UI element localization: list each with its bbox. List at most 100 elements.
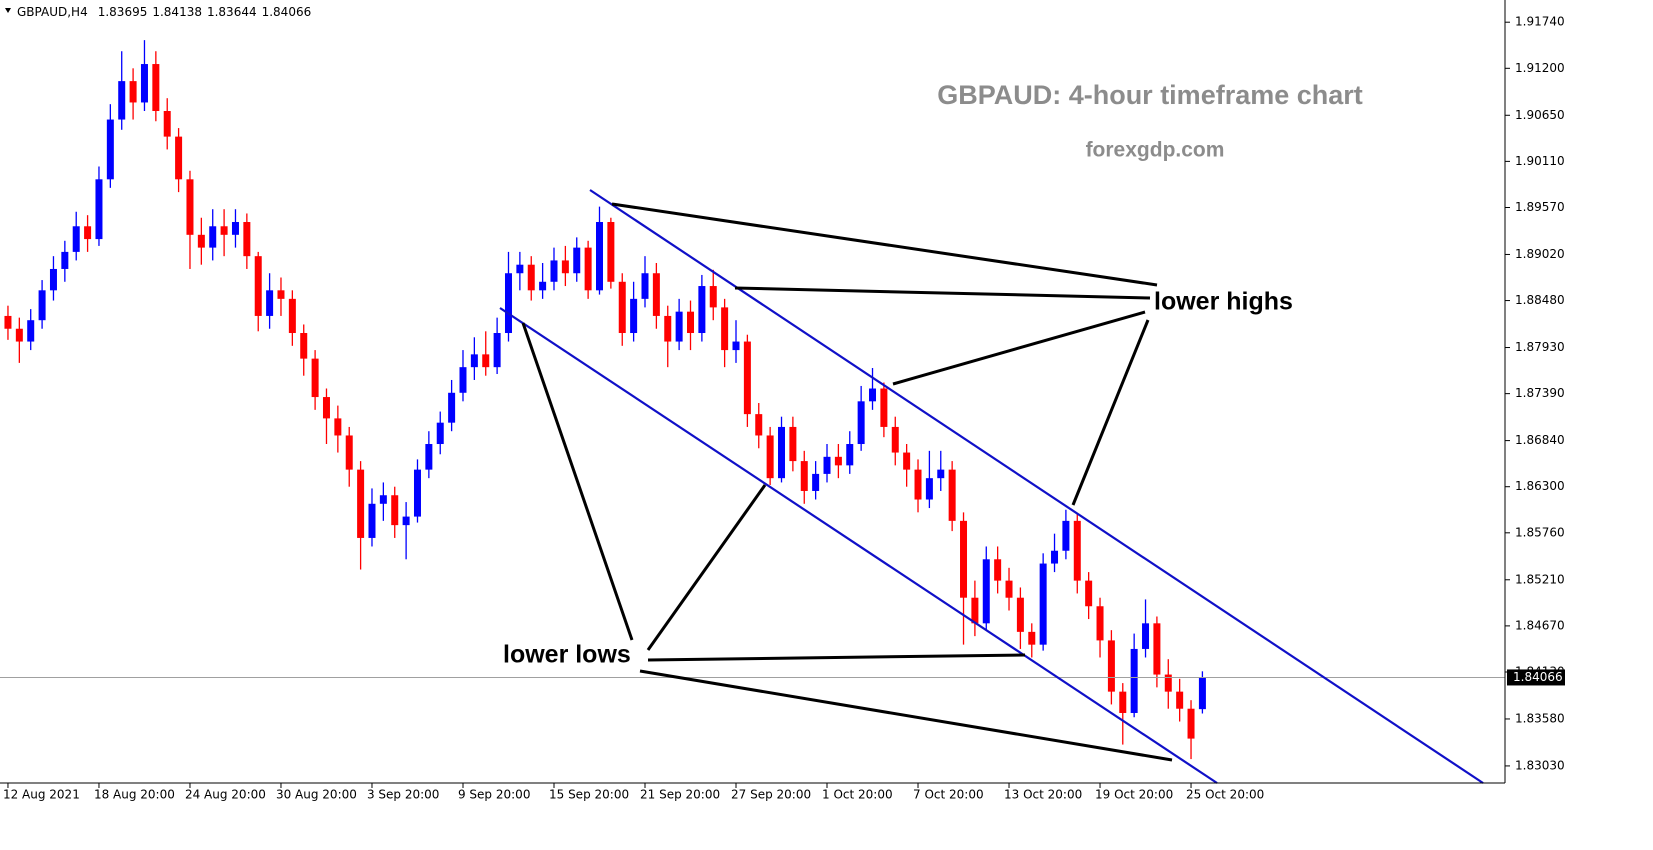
candle-body	[1130, 648, 1138, 713]
candle-body	[550, 260, 558, 282]
candle-body	[937, 469, 945, 479]
candle-body	[288, 298, 296, 334]
candle-body	[584, 247, 592, 291]
candle-body	[254, 256, 262, 316]
candle-body	[72, 226, 80, 252]
menu-arrow[interactable]	[5, 8, 11, 13]
candle-body	[470, 354, 478, 368]
y-tick-label: 1.89570	[1515, 200, 1565, 214]
candle-body	[755, 414, 763, 436]
y-tick-label: 1.85760	[1515, 525, 1565, 539]
header-close: 1.84066	[262, 5, 312, 19]
candle-body	[595, 222, 603, 291]
candle-body	[641, 273, 649, 299]
x-tick-label: 7 Oct 20:00	[913, 788, 984, 802]
candle-body	[504, 273, 512, 334]
candle-body	[243, 222, 251, 257]
candle-body	[857, 401, 865, 445]
candle-body	[209, 226, 217, 248]
candle-body	[812, 473, 820, 491]
candle-body	[789, 426, 797, 462]
x-tick-label: 18 Aug 20:00	[94, 788, 175, 802]
candle-body	[527, 264, 535, 291]
y-tick-label: 1.87930	[1515, 340, 1565, 354]
pointer-line	[646, 484, 767, 651]
channel-line	[499, 307, 1218, 784]
candle-body	[1096, 606, 1104, 641]
y-tick-label: 1.91740	[1515, 15, 1565, 29]
candle-body	[516, 264, 524, 274]
y-tick-label: 1.87390	[1515, 386, 1565, 400]
candle-body	[152, 64, 160, 112]
candle-body	[687, 311, 695, 334]
candle-body	[1187, 708, 1195, 739]
candle-body	[630, 298, 638, 334]
x-tick-label: 19 Oct 20:00	[1095, 788, 1173, 802]
header-open: 1.83695	[98, 5, 148, 19]
candle-body	[869, 388, 877, 402]
drawings	[499, 189, 1484, 784]
candle-body	[948, 469, 956, 521]
y-tick-label: 1.85210	[1515, 572, 1565, 586]
pointer-line	[734, 286, 1151, 300]
y-tick-label: 1.89020	[1515, 247, 1565, 261]
x-tick-label: 30 Aug 20:00	[276, 788, 357, 802]
pointer-line	[611, 202, 1158, 287]
candle-body	[402, 516, 410, 526]
candle-body	[1016, 597, 1024, 632]
candle-body	[1062, 520, 1070, 551]
candle-body	[322, 397, 330, 419]
pointer-line	[892, 310, 1146, 386]
candle-body	[357, 469, 365, 538]
candle-body	[84, 226, 92, 240]
candle-body	[721, 307, 729, 351]
y-tick-label: 1.86300	[1515, 479, 1565, 493]
candle-body	[4, 315, 12, 329]
candle-body	[118, 81, 126, 120]
x-tick-label: 12 Aug 2021	[3, 788, 80, 802]
candle-body	[300, 333, 308, 359]
candle-body	[1198, 677, 1206, 710]
annotation: lower highs	[1154, 288, 1293, 316]
y-tick-label: 1.84670	[1515, 618, 1565, 632]
chart-subtitle: forexgdp.com	[1086, 139, 1225, 162]
candle-body	[436, 422, 444, 445]
x-tick-label: 27 Sep 20:00	[731, 788, 811, 802]
y-tick-label: 1.83580	[1515, 711, 1565, 725]
candle-body	[994, 559, 1002, 581]
candle-body	[834, 456, 842, 466]
plot-area	[0, 40, 1505, 760]
candle-body	[459, 367, 467, 393]
candle-body	[368, 503, 376, 538]
candle-body	[266, 290, 274, 316]
pointer-line	[647, 653, 1026, 662]
candle-body	[95, 179, 103, 240]
x-tick-label: 25 Oct 20:00	[1186, 788, 1264, 802]
candle-body	[618, 281, 626, 334]
y-tick-label: 1.88480	[1515, 293, 1565, 307]
x-tick-label: 13 Oct 20:00	[1004, 788, 1082, 802]
y-tick-label: 1.90110	[1515, 154, 1565, 168]
candle-body	[1051, 550, 1059, 564]
candle-body	[345, 435, 353, 470]
chart-header: GBPAUD,H4 1.83695 1.84138 1.83644 1.84066	[17, 5, 311, 19]
candle-body	[607, 222, 615, 282]
candle-body	[220, 226, 228, 235]
header-high: 1.84138	[152, 5, 202, 19]
candle-body	[880, 388, 888, 427]
pointer-line	[521, 322, 634, 641]
candle-body	[800, 461, 808, 491]
candle-body	[49, 268, 57, 291]
candle-body	[778, 426, 786, 479]
candle-body	[664, 315, 672, 342]
candle-body	[1073, 520, 1081, 581]
x-tick-label: 3 Sep 20:00	[367, 788, 439, 802]
x-tick-label: 1 Oct 20:00	[822, 788, 893, 802]
candle-body	[413, 469, 421, 517]
candle-body	[197, 234, 205, 248]
candle-body	[311, 358, 319, 398]
candle-body	[1142, 623, 1150, 649]
candle-body	[709, 286, 717, 308]
